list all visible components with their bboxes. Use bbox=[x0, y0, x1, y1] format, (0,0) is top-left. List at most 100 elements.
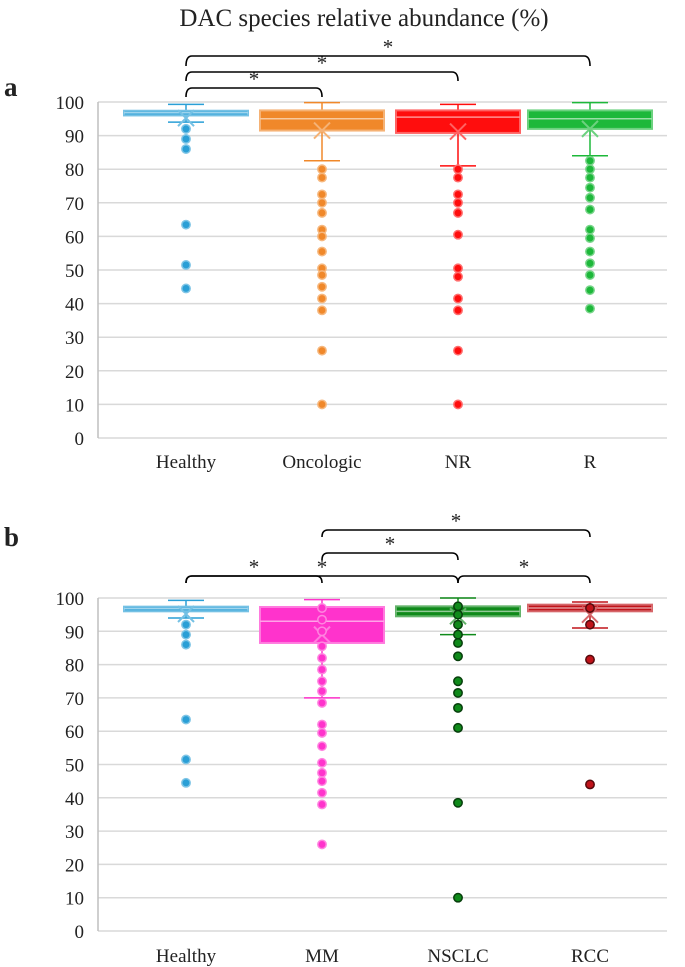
box-nsclc bbox=[395, 597, 521, 903]
outlier-point bbox=[317, 697, 327, 708]
panel-label-a: a bbox=[4, 72, 18, 102]
outlier-point bbox=[453, 207, 463, 218]
significance-label: * bbox=[317, 51, 328, 75]
y-tick-label: 30 bbox=[65, 822, 84, 843]
significance-bracket bbox=[185, 87, 323, 98]
outlier-point bbox=[585, 172, 595, 183]
outlier-point bbox=[317, 197, 327, 208]
x-category-label: Healthy bbox=[156, 946, 217, 967]
outlier-point bbox=[585, 603, 595, 613]
outlier-point bbox=[453, 345, 463, 356]
x-category-label: R bbox=[584, 452, 597, 473]
x-category-label: NR bbox=[445, 452, 472, 473]
outlier-point bbox=[317, 767, 327, 778]
x-category-label: Oncologic bbox=[282, 452, 361, 473]
outlier-point bbox=[453, 305, 463, 316]
outlier-point bbox=[317, 727, 327, 738]
outlier-point bbox=[453, 263, 463, 274]
y-tick-label: 30 bbox=[65, 328, 84, 349]
y-tick-label: 10 bbox=[65, 889, 84, 910]
outlier-point bbox=[585, 182, 595, 193]
y-tick-label: 50 bbox=[65, 756, 84, 777]
significance-bracket bbox=[457, 575, 591, 584]
outlier-point bbox=[317, 305, 327, 316]
y-tick-label: 80 bbox=[65, 160, 84, 181]
outlier-point bbox=[317, 345, 327, 356]
outlier-point bbox=[317, 757, 327, 768]
outlier-point bbox=[453, 651, 463, 662]
outlier-point bbox=[585, 224, 595, 235]
outlier-point bbox=[317, 246, 327, 257]
box-iqr bbox=[259, 109, 385, 132]
y-tick-label: 100 bbox=[56, 589, 85, 610]
x-category-label: RCC bbox=[571, 946, 609, 967]
outlier-point bbox=[181, 754, 191, 765]
outlier-point bbox=[585, 270, 595, 280]
outlier-point bbox=[585, 654, 595, 665]
mean-marker bbox=[177, 605, 195, 623]
outlier-point bbox=[317, 787, 327, 798]
outlier-point bbox=[453, 722, 463, 733]
outlier-point bbox=[181, 629, 191, 640]
outlier-point bbox=[453, 619, 463, 630]
significance-label: * bbox=[317, 555, 328, 579]
box-iqr bbox=[395, 109, 521, 134]
y-tick-label: 60 bbox=[65, 722, 84, 743]
outlier-point bbox=[317, 281, 327, 292]
panel-b-chart: 0 10 20 30 40 50 60 70 80 90 100 Healthy MM NSCLC RCC *… bbox=[56, 509, 667, 967]
outlier-point bbox=[317, 207, 327, 218]
panel-label-b: b bbox=[4, 522, 19, 552]
outlier-point bbox=[317, 603, 327, 613]
outlier-point bbox=[317, 164, 327, 175]
y-tick-label: 70 bbox=[65, 194, 84, 215]
outlier-point bbox=[317, 293, 327, 304]
box-nr bbox=[395, 103, 521, 410]
outlier-point bbox=[453, 164, 463, 175]
outlier-point bbox=[453, 609, 463, 620]
box-healthy bbox=[123, 103, 249, 294]
x-category-label: MM bbox=[305, 946, 339, 967]
outlier-point bbox=[317, 839, 327, 850]
box-rcc bbox=[527, 601, 653, 790]
outlier-point bbox=[585, 204, 595, 215]
outlier-point bbox=[317, 799, 327, 810]
outlier-point bbox=[181, 123, 191, 134]
outlier-point bbox=[181, 639, 191, 650]
outlier-point bbox=[453, 638, 463, 648]
y-tick-label: 40 bbox=[65, 295, 84, 316]
outlier-point bbox=[453, 687, 463, 698]
outlier-point bbox=[317, 614, 327, 625]
outlier-point bbox=[317, 686, 327, 697]
outlier-point bbox=[585, 246, 595, 257]
significance-label: * bbox=[383, 35, 394, 59]
significance-bracket bbox=[321, 529, 591, 538]
outlier-point bbox=[181, 283, 191, 294]
mean-marker bbox=[449, 122, 467, 141]
outlier-point bbox=[585, 164, 595, 175]
significance-bracket bbox=[185, 71, 459, 82]
significance-label: * bbox=[451, 509, 462, 533]
outlier-point bbox=[585, 233, 595, 244]
mean-marker bbox=[177, 109, 195, 127]
outlier-point bbox=[585, 285, 595, 296]
significance-label: * bbox=[249, 67, 260, 91]
significance-label: * bbox=[519, 555, 530, 579]
y-tick-label: 0 bbox=[75, 922, 85, 943]
box-mm bbox=[259, 598, 385, 850]
mean-marker bbox=[581, 120, 599, 138]
y-tick-label: 20 bbox=[65, 362, 84, 383]
outlier-point bbox=[585, 155, 595, 166]
outlier-point bbox=[317, 270, 327, 280]
y-tick-label: 90 bbox=[65, 127, 84, 148]
outlier-point bbox=[453, 172, 463, 183]
outlier-point bbox=[453, 293, 463, 304]
outlier-point bbox=[317, 626, 327, 637]
x-category-label: NSCLC bbox=[427, 946, 488, 967]
outlier-point bbox=[453, 197, 463, 208]
outlier-point bbox=[453, 797, 463, 808]
y-tick-label: 0 bbox=[75, 429, 85, 450]
y-tick-label: 70 bbox=[65, 689, 84, 710]
outlier-point bbox=[453, 702, 463, 713]
outlier-point bbox=[317, 399, 327, 410]
